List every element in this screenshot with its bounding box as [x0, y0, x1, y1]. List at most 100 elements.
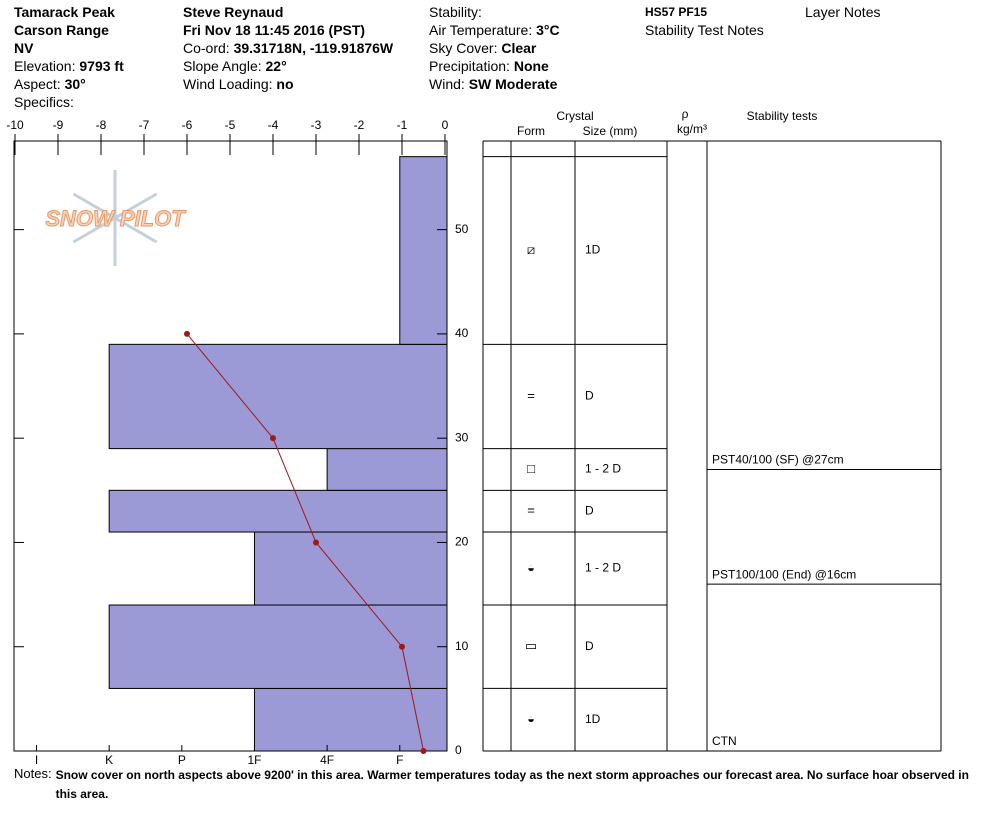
- header-label: Sky Cover:: [429, 40, 498, 56]
- x-tick-label: -8: [96, 118, 107, 132]
- temperature-point: [420, 748, 427, 754]
- hardness-tick-label: 1F: [247, 753, 261, 767]
- hardness-layer: [399, 156, 448, 345]
- notes: Notes: Snow cover on north aspects above …: [14, 766, 984, 804]
- y-tick-label: 0: [455, 743, 462, 757]
- crystal-size: D: [585, 639, 594, 653]
- table-header: Crystal: [556, 109, 593, 123]
- header-field: Steve Reynaud: [183, 3, 393, 21]
- hardness-layer: [108, 604, 448, 689]
- header-value: Tamarack Peak: [14, 4, 115, 20]
- logo-flake: [72, 216, 116, 244]
- hardness-tick-label: F: [396, 753, 403, 767]
- hardness-layer: [108, 343, 448, 450]
- header-value: 3°C: [536, 22, 560, 38]
- header-field: Sky Cover: Clear: [429, 39, 560, 57]
- layer-notes: Layer Notes: [805, 4, 881, 20]
- header-field: Co-ord: 39.31718N, -119.91876W: [183, 39, 393, 57]
- logo-text: SNOW PILOT: [45, 206, 186, 231]
- header-field: Fri Nov 18 11:45 2016 (PST): [183, 21, 393, 39]
- header-field: Aspect: 30°: [14, 75, 124, 93]
- header-column: Stability: Air Temperature: 3°C Sky Cover:…: [429, 3, 560, 93]
- crystal-size: 1 - 2 D: [585, 561, 621, 575]
- header-value: None: [513, 58, 549, 74]
- header-label: Slope Angle:: [183, 58, 262, 74]
- y-tick-label: 50: [455, 222, 469, 236]
- hardness-tick-label: 4F: [320, 753, 334, 767]
- header-label: Air Temperature:: [429, 22, 533, 38]
- y-tick-label: 10: [455, 639, 469, 653]
- crystal-form: ⧄: [527, 242, 535, 257]
- header-field: Tamarack Peak: [14, 3, 124, 21]
- crystal-form: ◒: [527, 711, 535, 726]
- header-field: Air Temperature: 3°C: [429, 21, 560, 39]
- crystal-form: □: [527, 461, 535, 476]
- header-column: Tamarack Peak Carson Range NV Elevation: 97…: [14, 3, 124, 111]
- logo-flake: [72, 192, 116, 220]
- temperature-point: [399, 643, 405, 650]
- profile-id: HS57 PF15: [645, 5, 708, 19]
- header-label: Aspect:: [14, 76, 61, 92]
- crystal-size: D: [585, 389, 594, 403]
- header-field: Wind Loading: no: [183, 75, 393, 93]
- header-value: NV: [14, 40, 34, 56]
- header-value: 30°: [64, 76, 86, 92]
- header-field: Stability:: [429, 3, 560, 21]
- header-value: Clear: [501, 40, 537, 56]
- header-label: Elevation:: [14, 58, 76, 74]
- crystal-form: =: [527, 388, 535, 403]
- logo-flake: [114, 216, 158, 244]
- header-value: SW Moderate: [468, 76, 558, 92]
- logo: [72, 170, 158, 266]
- crystal-form: =: [527, 503, 535, 518]
- x-tick-label: -3: [311, 118, 322, 132]
- x-tick-label: -1: [397, 118, 408, 132]
- crystal-form: ◒: [527, 560, 535, 575]
- temperature-point: [313, 539, 319, 546]
- x-tick-label: -5: [225, 118, 236, 132]
- header-column: Steve Reynaud Fri Nov 18 11:45 2016 (PST)…: [183, 3, 393, 93]
- hardness-layer: [253, 687, 448, 752]
- stability-test: PST40/100 (SF) @27cm: [712, 453, 844, 467]
- stability-test: CTN: [712, 734, 737, 748]
- header-label: Specifics:: [14, 94, 74, 110]
- header-value: Steve Reynaud: [183, 4, 284, 20]
- x-tick-label: -4: [268, 118, 279, 132]
- hardness-layer: [253, 531, 448, 606]
- y-tick-label: 20: [455, 535, 469, 549]
- temperature-point: [270, 435, 276, 442]
- header-field: NV: [14, 39, 124, 57]
- table-header: Stability tests: [747, 109, 818, 123]
- crystal-form: ▭: [525, 638, 537, 653]
- header-label: Co-ord:: [183, 40, 230, 56]
- temperature-point: [184, 330, 190, 337]
- header-field: Precipitation: None: [429, 57, 560, 75]
- crystal-size: 1D: [585, 243, 601, 257]
- table-header: kg/m³: [677, 122, 707, 136]
- header-field: Wind: SW Moderate: [429, 75, 560, 93]
- header-label: Precipitation:: [429, 58, 510, 74]
- stability-test: PST100/100 (End) @16cm: [712, 567, 856, 581]
- crystal-size: D: [585, 503, 594, 517]
- y-tick-label: 40: [455, 326, 469, 340]
- y-tick-label: 30: [455, 430, 469, 444]
- header-value: no: [276, 76, 294, 92]
- table-header: Form: [517, 124, 545, 138]
- header-label: Wind Loading:: [183, 76, 273, 92]
- x-tick-label: -9: [53, 118, 64, 132]
- header-value: 22°: [265, 58, 287, 74]
- x-tick-label: -6: [182, 118, 193, 132]
- hardness-tick-label: I: [35, 753, 38, 767]
- notes-text: Snow cover on north aspects above 9200' …: [55, 768, 969, 801]
- hardness-layer: [326, 448, 448, 491]
- header-label: Wind:: [429, 76, 465, 92]
- hardness-tick-label: P: [178, 753, 186, 767]
- header-value: 39.31718N, -119.91876W: [233, 40, 394, 56]
- header-field: Elevation: 9793 ft: [14, 57, 124, 75]
- x-tick-label: -10: [6, 118, 24, 132]
- table-header: ρ: [682, 107, 689, 121]
- hardness-tick-label: K: [105, 753, 113, 767]
- header-value: Carson Range: [14, 22, 109, 38]
